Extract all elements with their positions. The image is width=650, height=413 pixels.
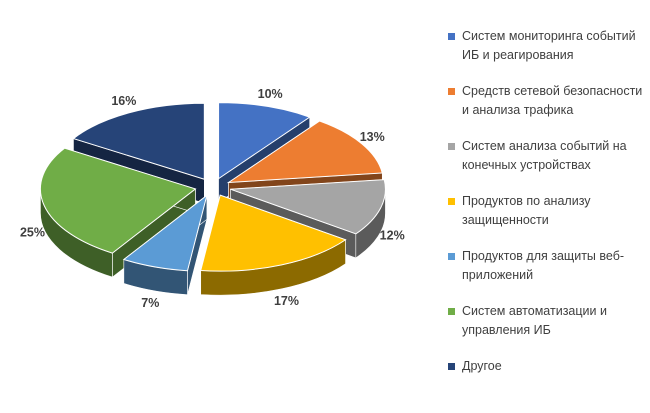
legend-color-swatch	[448, 88, 455, 95]
legend-color-swatch	[448, 363, 455, 370]
legend-label: Систем анализа событий на конечных устро…	[462, 139, 627, 172]
legend-color-swatch	[448, 308, 455, 315]
legend-item: Продуктов по анализу защищенности	[448, 192, 644, 230]
legend-label: Продуктов для защиты веб-приложений	[462, 249, 625, 282]
pie-data-label: 16%	[111, 94, 136, 108]
legend-label: Средств сетевой безопасности и анализа т…	[462, 84, 643, 117]
legend-item: Систем мониторинга событий ИБ и реагиров…	[448, 27, 644, 65]
legend-item: Систем автоматизации и управления ИБ	[448, 302, 644, 340]
pie-data-label: 17%	[274, 294, 299, 308]
pie-chart: 10% 13% 12% 17% 7% 25% 16%	[20, 87, 405, 310]
legend-item: Систем анализа событий на конечных устро…	[448, 137, 644, 175]
pie-slice	[122, 194, 208, 272]
pie-data-label: 12%	[380, 228, 405, 242]
pie-slice	[39, 147, 197, 254]
pie-chart-area: 10% 13% 12% 17% 7% 25% 16%	[20, 87, 405, 310]
pie-slice	[72, 102, 205, 180]
pie-data-label: 10%	[258, 87, 283, 101]
legend-item: Продуктов для защиты веб-приложений	[448, 247, 644, 285]
legend-color-swatch	[448, 253, 455, 260]
legend-color-swatch	[448, 143, 455, 150]
pie-data-label: 25%	[20, 225, 45, 239]
legend-label: Систем мониторинга событий ИБ и реагиров…	[462, 29, 636, 62]
pie-data-label: 13%	[360, 130, 385, 144]
pie-slice	[226, 120, 383, 184]
legend-label: Систем автоматизации и управления ИБ	[462, 304, 607, 337]
chart-legend: Систем мониторинга событий ИБ и реагиров…	[448, 27, 644, 376]
legend-label: Продуктов по анализу защищенности	[462, 194, 591, 227]
legend-color-swatch	[448, 198, 455, 205]
pie-data-label: 7%	[141, 296, 159, 310]
legend-color-swatch	[448, 33, 455, 40]
legend-label: Другое	[462, 359, 502, 373]
legend-item: Другое	[448, 357, 644, 376]
pie-slice	[200, 194, 347, 272]
pie-slice	[230, 179, 386, 235]
pie-slice	[218, 102, 311, 180]
legend-item: Средств сетевой безопасности и анализа т…	[448, 82, 644, 120]
